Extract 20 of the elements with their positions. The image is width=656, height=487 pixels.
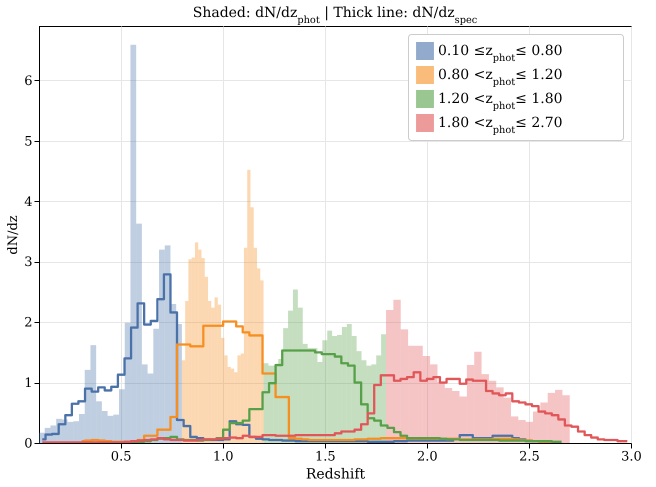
legend-label: 0.10 ≤z$_{phot}$≤ 0.80 bbox=[438, 43, 563, 64]
y-tick-label: 1 bbox=[24, 376, 32, 392]
legend-label: 1.80 <z$_{phot}$≤ 2.70 bbox=[438, 115, 563, 136]
y-axis-title: dN/dz bbox=[6, 215, 22, 255]
x-tick-label: 0.5 bbox=[110, 450, 132, 464]
x-tick-label: 2.5 bbox=[519, 450, 540, 464]
legend-label: 0.80 <z$_{phot}$≤ 1.20 bbox=[438, 67, 563, 88]
x-tick-label: 3.0 bbox=[621, 450, 642, 464]
y-tick-label: 3 bbox=[24, 255, 32, 270]
y-tick-label: 5 bbox=[24, 134, 32, 150]
y-tick-label: 6 bbox=[24, 74, 32, 89]
y-tick-label: 4 bbox=[24, 194, 32, 210]
y-tick-label: 0 bbox=[24, 436, 32, 452]
chart-title: Shaded: dN/dz$_{phot}$ | Thick line: dN/dz$_{spec}$ bbox=[192, 5, 478, 26]
x-tick-label: 1.5 bbox=[314, 450, 336, 464]
y-tick-label: 2 bbox=[24, 316, 32, 331]
legend-label: 1.20 <z$_{phot}$≤ 1.80 bbox=[438, 91, 563, 112]
x-axis-title: Redshift bbox=[306, 466, 366, 482]
x-tick-label: 1.0 bbox=[212, 450, 234, 464]
x-tick-label: 2.0 bbox=[417, 450, 438, 464]
